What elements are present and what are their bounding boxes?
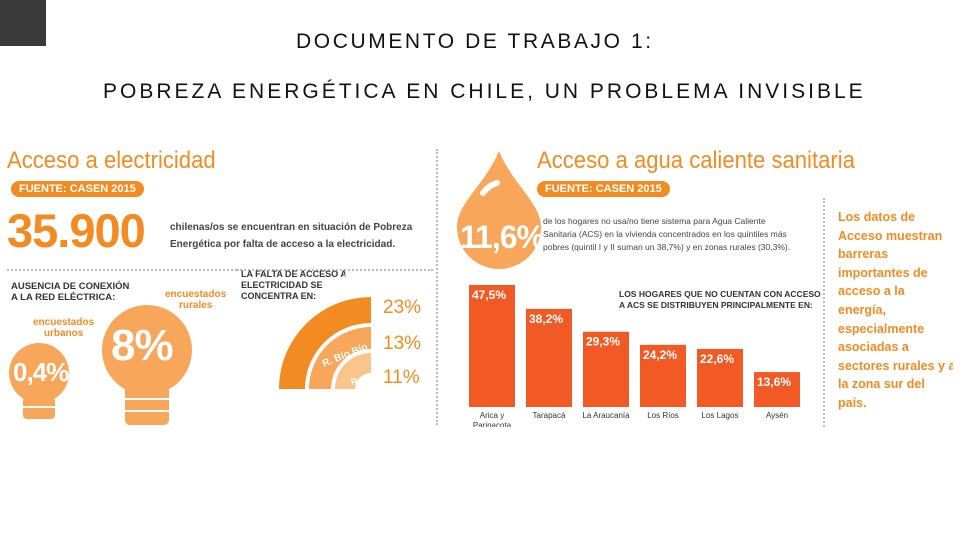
bar-3	[583, 331, 629, 407]
bar-value-label: 47,5%	[472, 288, 506, 302]
drop-pct: 11,6%	[460, 219, 545, 255]
bar-category-label: Aysén	[766, 411, 788, 420]
bar-category-label: Los Ríos	[647, 411, 679, 420]
water-drop-icon	[457, 151, 541, 269]
electricity-big-number: 35.900	[7, 204, 146, 257]
note-text: Los datos de Acceso muestran barreras im…	[838, 210, 953, 410]
region-pct-3: 11%	[383, 367, 420, 388]
urban-label: encuestados urbanos	[33, 317, 95, 339]
bar-category-label: Arica y Parinacota	[473, 411, 512, 427]
bulb-rural-icon	[102, 305, 192, 425]
bar-2	[526, 308, 572, 407]
bar-value-label: 22,6%	[700, 352, 734, 366]
corner-block	[0, 0, 46, 46]
electricity-heading: Acceso a electricidad	[7, 147, 216, 174]
bar-category-label: Los Lagos	[702, 411, 739, 420]
bar-category-label: Tarapacá	[533, 411, 566, 420]
urban-pct: 0,4%	[13, 357, 69, 387]
rural-label: encuestados rurales	[165, 289, 227, 311]
concentration-label: LA FALTA DE ACCESO A ELECTRICIDAD SE CON…	[241, 269, 347, 301]
water-description: de los hogares no usa/no tiene sistema p…	[543, 216, 791, 252]
column-divider	[436, 149, 438, 425]
page-title: DOCUMENTO DE TRABAJO 1:	[296, 30, 654, 53]
bar-4	[640, 344, 686, 407]
bar-6	[754, 372, 800, 407]
bar-value-label: 29,3%	[586, 335, 620, 349]
infographic-image: Acceso a electricidad FUENTE: CASEN 2015…	[5, 145, 953, 427]
note-box: Los datos de Acceso muestran barreras im…	[823, 198, 953, 427]
bar-1	[469, 285, 515, 407]
bar-category-label: La Araucanía	[582, 411, 630, 420]
bar-value-label: 24,2%	[643, 348, 677, 362]
bar-value-label: 13,6%	[757, 375, 791, 389]
water-heading: Acceso a agua caliente sanitaria	[537, 147, 855, 174]
water-source-badge: FUENTE: CASEN 2015	[537, 181, 670, 197]
region-arc-icon	[279, 297, 371, 389]
electricity-source-badge: FUENTE: CASEN 2015	[11, 181, 144, 197]
bar-value-label: 38,2%	[529, 312, 563, 326]
divider	[7, 269, 237, 271]
page-subtitle: POBREZA ENERGÉTICA EN CHILE, UN PROBLEMA…	[103, 80, 866, 103]
hot-water-bar-chart: 47,5% Arica y Parinacota 38,2% Tarapacá 29,3%…	[469, 285, 800, 427]
bulb-urban-icon	[9, 343, 69, 419]
divider	[237, 269, 433, 271]
region-pct-2: 13%	[383, 333, 422, 354]
chart-label: LOS HOGARES QUE NO CUENTAN CON ACCESO A …	[619, 289, 821, 310]
electricity-description: chilenas/os se encuentran en situación d…	[170, 222, 413, 250]
region-pct-1: 23%	[383, 297, 422, 318]
rural-pct: 8%	[111, 321, 174, 370]
absence-label: AUSENCIA DE CONEXIÓN A LA RED ELÉCTRICA:	[11, 281, 130, 303]
bar-5	[697, 348, 743, 407]
